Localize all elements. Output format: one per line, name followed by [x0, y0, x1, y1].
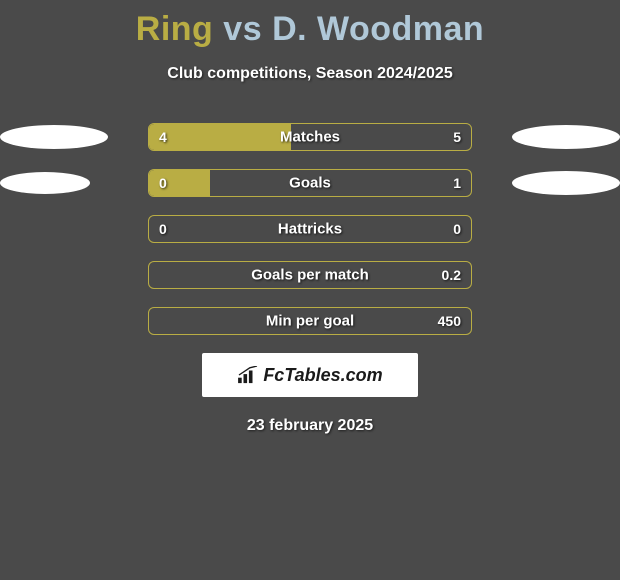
stat-row: 4 Matches 5	[0, 123, 620, 151]
barchart-icon	[237, 366, 259, 384]
stat-bar: 4 Matches 5	[148, 123, 472, 151]
stat-row: 0 Goals 1	[0, 169, 620, 197]
ellipse-left	[0, 125, 108, 149]
stat-row: Min per goal 450	[0, 307, 620, 335]
stat-row: Goals per match 0.2	[0, 261, 620, 289]
vs-text: vs	[223, 10, 262, 48]
stat-right-value: 5	[453, 129, 461, 145]
stat-right-value: 0	[453, 221, 461, 237]
stat-label: Hattricks	[278, 221, 342, 238]
stat-label: Goals per match	[251, 267, 369, 284]
stat-label: Goals	[289, 175, 331, 192]
ellipse-right	[512, 125, 620, 149]
page-title: Ring vs D. Woodman	[0, 0, 620, 49]
stat-bar-fill	[149, 124, 291, 150]
stats-container: 4 Matches 5 0 Goals 1 0 Hattricks 0 Goals per mat…	[0, 123, 620, 335]
stat-left-value: 4	[159, 129, 167, 145]
logo: FcTables.com	[237, 365, 382, 386]
ellipse-right	[512, 171, 620, 195]
stat-bar: Goals per match 0.2	[148, 261, 472, 289]
ellipse-left	[0, 172, 90, 194]
player1-name: Ring	[136, 10, 214, 48]
stat-right-value: 450	[438, 313, 461, 329]
stat-bar: Min per goal 450	[148, 307, 472, 335]
stat-left-value: 0	[159, 175, 167, 191]
logo-box: FcTables.com	[202, 353, 418, 397]
subtitle: Club competitions, Season 2024/2025	[0, 65, 620, 83]
stat-right-value: 0.2	[442, 267, 461, 283]
stat-bar: 0 Goals 1	[148, 169, 472, 197]
logo-text: FcTables.com	[263, 365, 382, 386]
stat-row: 0 Hattricks 0	[0, 215, 620, 243]
date-text: 23 february 2025	[0, 417, 620, 435]
stat-right-value: 1	[453, 175, 461, 191]
player2-name: D. Woodman	[272, 10, 484, 48]
stat-bar: 0 Hattricks 0	[148, 215, 472, 243]
stat-left-value: 0	[159, 221, 167, 237]
stat-label: Min per goal	[266, 313, 354, 330]
stat-label: Matches	[280, 129, 340, 146]
